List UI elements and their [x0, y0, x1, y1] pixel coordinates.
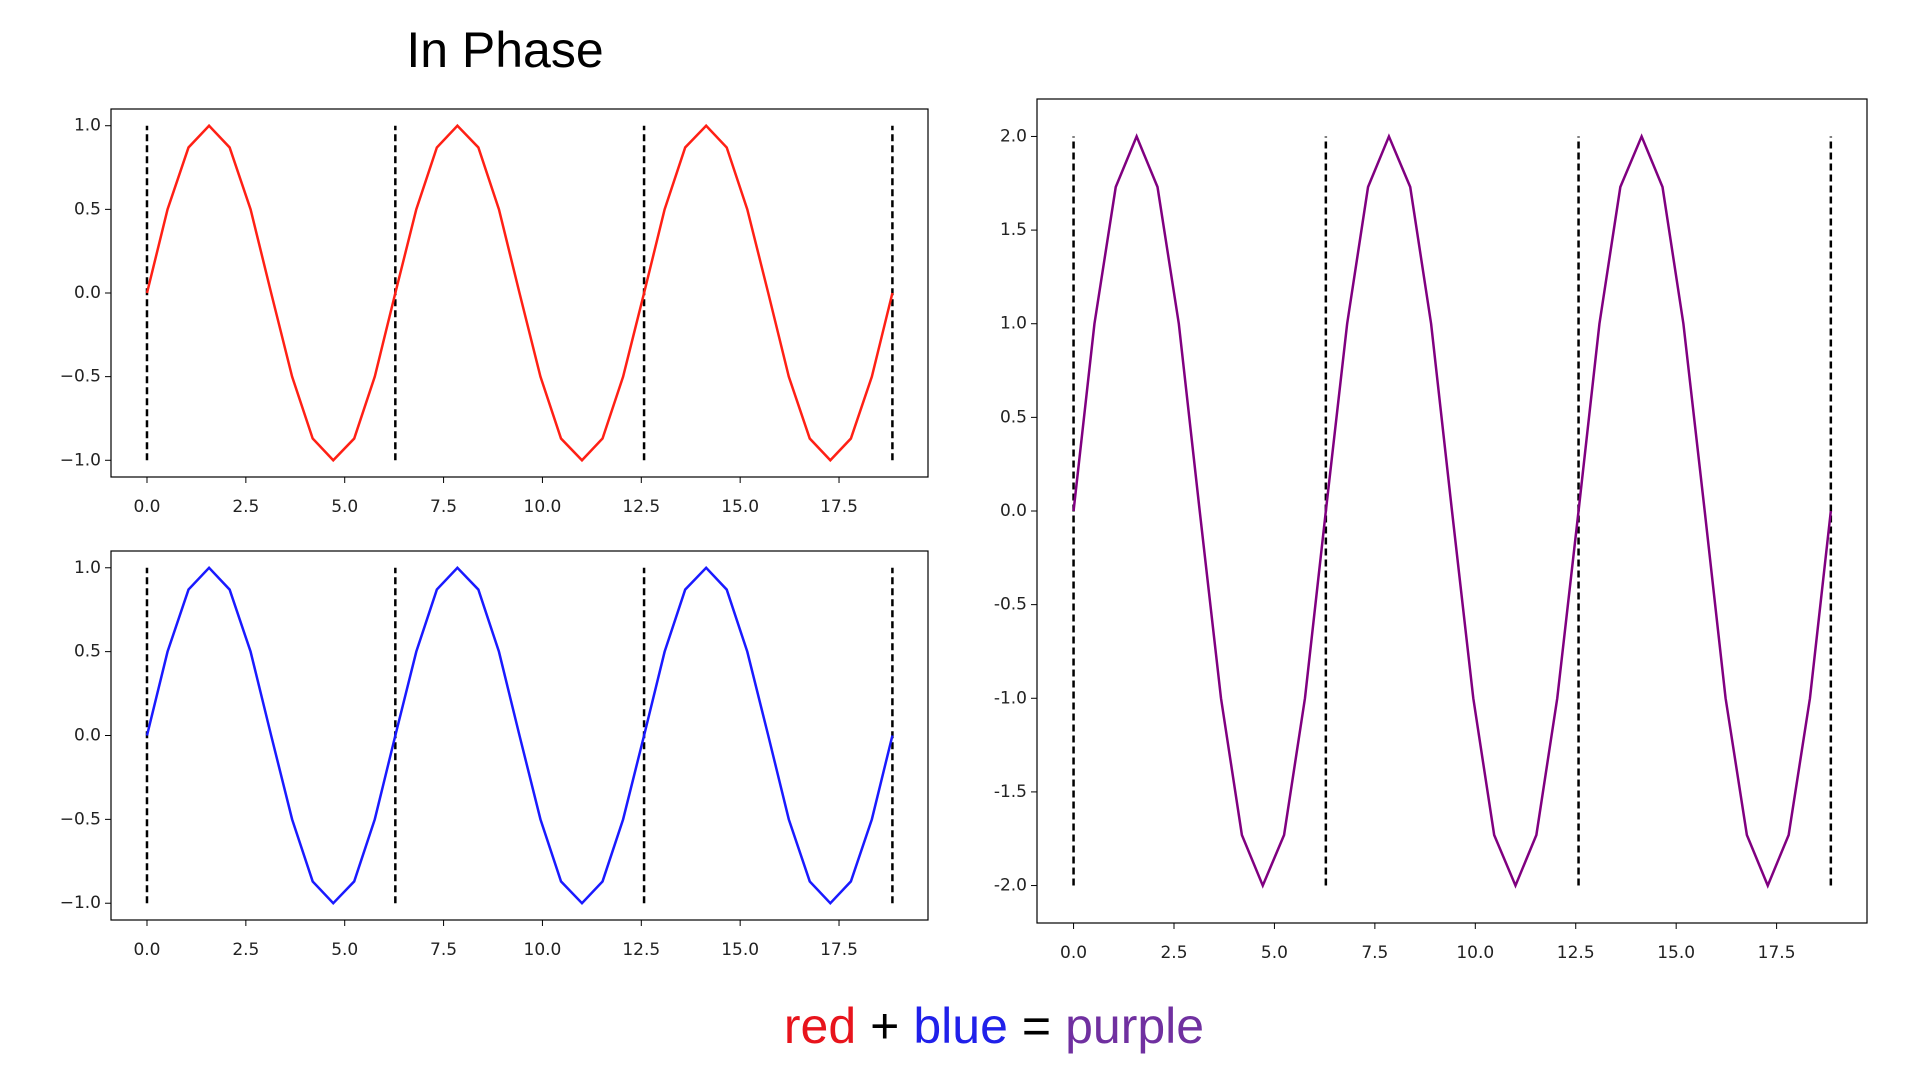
x-tick-label: 12.5: [1557, 943, 1595, 963]
caption-word: red: [784, 998, 856, 1054]
y-tick-label: -2.0: [994, 876, 1027, 896]
x-tick-label: 17.5: [820, 497, 858, 517]
y-tick-label: -0.5: [994, 595, 1027, 615]
x-tick-label: 2.5: [232, 940, 259, 960]
axes-frame: [110, 550, 929, 921]
x-tick-label: 5.0: [1261, 943, 1288, 963]
y-tick-label: 0.0: [74, 283, 101, 303]
y-tick-label: 0.0: [1000, 501, 1027, 521]
x-tick-label: 12.5: [622, 940, 660, 960]
caption-word: blue: [913, 998, 1008, 1054]
y-tick-label: -1.5: [994, 782, 1027, 802]
x-tick-label: 17.5: [820, 940, 858, 960]
sine-line: [145, 123, 894, 463]
caption: red + blue = purple: [784, 998, 1204, 1054]
caption-word: +: [870, 998, 899, 1054]
x-tick-label: 5.0: [331, 940, 358, 960]
y-tick-label: 1.0: [1000, 314, 1027, 334]
y-tick-label: −1.0: [60, 450, 101, 470]
x-tick-label: 7.5: [1361, 943, 1388, 963]
y-tick-label: −0.5: [60, 809, 101, 829]
x-tick-label: 2.5: [1160, 943, 1187, 963]
y-tick-label: 1.0: [74, 116, 101, 136]
sine-line: [145, 565, 894, 906]
x-tick-label: 0.0: [133, 497, 160, 517]
x-tick-label: 10.0: [1456, 943, 1494, 963]
x-tick-label: 12.5: [622, 497, 660, 517]
axes-frame: [110, 108, 929, 478]
x-tick-label: 0.0: [1060, 943, 1087, 963]
y-tick-label: 0.5: [74, 642, 101, 662]
axes-frame: [1036, 98, 1868, 924]
slide-title: In Phase: [406, 22, 603, 78]
y-tick-label: −1.0: [60, 893, 101, 913]
y-tick-label: 1.0: [74, 558, 101, 578]
x-tick-label: 17.5: [1758, 943, 1796, 963]
y-tick-label: 0.5: [1000, 407, 1027, 427]
y-tick-label: 2.0: [1000, 126, 1027, 146]
y-tick-label: -1.0: [994, 688, 1027, 708]
caption-word: purple: [1065, 998, 1204, 1054]
y-tick-label: 0.0: [74, 726, 101, 746]
x-tick-label: 2.5: [232, 497, 259, 517]
y-tick-label: 1.5: [1000, 220, 1027, 240]
x-tick-label: 15.0: [721, 497, 759, 517]
x-tick-label: 7.5: [430, 940, 457, 960]
x-tick-label: 7.5: [430, 497, 457, 517]
x-tick-label: 15.0: [721, 940, 759, 960]
sine-line: [1072, 133, 1833, 889]
x-tick-label: 10.0: [524, 940, 562, 960]
x-tick-label: 5.0: [331, 497, 358, 517]
y-tick-label: 0.5: [74, 199, 101, 219]
x-tick-label: 10.0: [524, 497, 562, 517]
y-tick-label: −0.5: [60, 367, 101, 387]
caption-word: =: [1022, 998, 1051, 1054]
x-tick-label: 15.0: [1657, 943, 1695, 963]
x-tick-label: 0.0: [133, 940, 160, 960]
